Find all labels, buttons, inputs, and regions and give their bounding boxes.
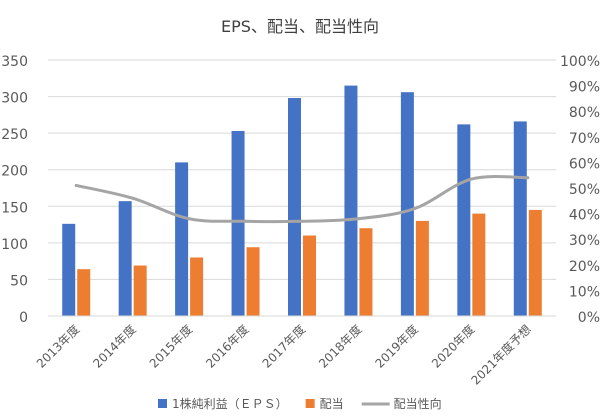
eps-bar [400, 92, 414, 316]
eps-bar [231, 130, 245, 316]
y-tick-label: 350 [1, 54, 28, 70]
dividend-bar [359, 228, 373, 316]
eps-bar [62, 223, 76, 316]
payout-ratio-point [469, 177, 473, 181]
y-tick-label: 150 [1, 200, 28, 216]
dividend-bar [528, 209, 542, 316]
y2-tick-label: 0% [578, 310, 600, 326]
dividend-bar [133, 265, 147, 316]
y-tick-label: 250 [1, 127, 28, 143]
x-axis: 2013年度 2014年度 2015年度 2016年度 2017年度 2018年度 2019… [33, 315, 556, 388]
eps-bar [288, 98, 301, 316]
y2-tick-label: 100% [560, 54, 600, 70]
x-tick-label: 2014年度 [90, 322, 139, 371]
legend-label: 配当 [320, 397, 344, 411]
y-tick-label: 50 [10, 273, 28, 289]
payout-ratio-point [413, 206, 417, 210]
y2-tick-label: 10% [569, 284, 600, 300]
right-axis: 0% 10% 20% 30% 40% 50% 60% 70% 80% 90% 100% [560, 54, 600, 326]
payout-ratio-point [300, 219, 304, 223]
left-axis: 0 50 100 150 200 250 300 350 [1, 54, 28, 326]
x-tick-label: 2019年度 [372, 322, 421, 371]
ratio-line [74, 174, 530, 224]
eps-bar [513, 121, 527, 316]
y2-tick-label: 40% [569, 208, 600, 224]
legend-swatch [158, 399, 167, 408]
x-tick-label: 2016年度 [202, 322, 251, 371]
chart-title: EPS、配当、配当性向 [221, 17, 379, 36]
y-tick-label: 200 [1, 164, 28, 180]
eps-bar [457, 124, 471, 316]
y2-tick-label: 70% [569, 131, 600, 147]
eps-bar [118, 201, 132, 316]
payout-ratio-point [244, 219, 248, 223]
legend-label: 配当性向 [394, 396, 442, 411]
y-tick-label: 100 [1, 237, 28, 253]
x-tick-label: 2018年度 [315, 322, 364, 371]
payout-ratio-point [356, 217, 360, 221]
dividend-bar [77, 269, 91, 316]
legend-swatch [305, 399, 315, 408]
y2-tick-label: 90% [569, 80, 600, 96]
y-tick-label: 300 [1, 91, 28, 107]
dividend-bar [472, 213, 486, 316]
eps-bar [344, 85, 358, 316]
payout-ratio-point [74, 183, 78, 187]
y2-tick-label: 20% [569, 259, 600, 275]
y2-tick-label: 50% [569, 182, 600, 198]
payout-ratio-point [187, 217, 191, 221]
x-tick-label: 2017年度 [259, 322, 308, 371]
y2-tick-label: 80% [569, 105, 600, 121]
dividend-bar [246, 247, 260, 316]
x-tick-label: 2020年度 [428, 322, 477, 371]
y-tick-label: 0 [19, 310, 28, 326]
payout-ratio-point [526, 176, 530, 180]
x-tick-label: 2013年度 [33, 322, 82, 371]
eps-bar [175, 162, 189, 316]
bars [62, 85, 542, 316]
y2-tick-label: 60% [569, 156, 600, 172]
dividend-bar [303, 235, 316, 316]
x-tick-label: 2021年度予想 [468, 322, 534, 388]
gridlines [48, 59, 556, 317]
legend: 1株純利益（ＥＰＳ） 配当 配当性向 [158, 396, 442, 411]
dividend-bar [190, 257, 204, 316]
payout-ratio-point [131, 196, 135, 200]
legend-label: 1株純利益（ＥＰＳ） [172, 396, 288, 411]
dividend-bar [415, 220, 429, 316]
y2-tick-label: 30% [569, 233, 600, 249]
x-tick-label: 2015年度 [146, 322, 195, 371]
